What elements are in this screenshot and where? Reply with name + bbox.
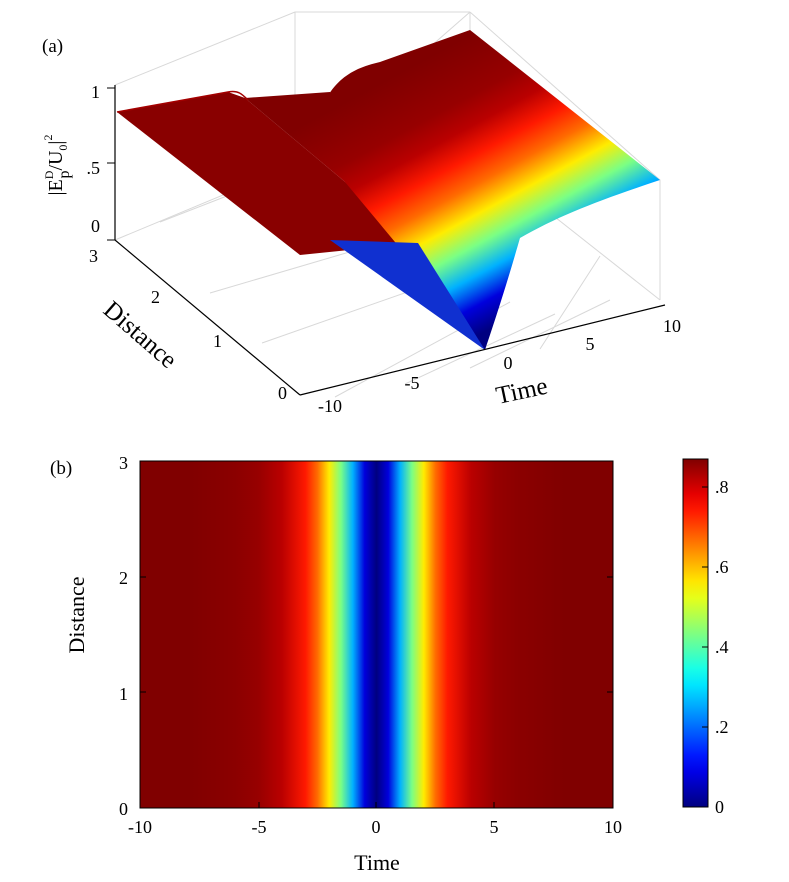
heatmap-x-tick-label: 0 [372,817,381,837]
x-tick-label: 0 [504,353,513,373]
z-ticks: 0 .5 1 [87,82,115,241]
heatmap-y-axis-label: Distance [64,577,89,654]
heatmap-x-tick-label: -5 [252,817,267,837]
x-tick-label: -10 [318,396,342,416]
z-tick-label: 0 [91,216,100,236]
z-axis-label: |EDp/U0|2 [41,135,73,196]
y-tick-label: 1 [213,331,222,351]
surface-dip [245,92,485,350]
y-tick-label: 3 [89,246,98,266]
surface-trough [330,240,485,350]
x-tick-label: 5 [586,334,595,354]
heatmap-y-tick-label: 2 [119,568,128,588]
x-tick-label: -5 [405,373,420,393]
panel-b: (b) 0 1 2 3 -10 -5 0 5 10 Time Distance [50,453,729,875]
z-tick-label: .5 [87,158,101,178]
colorbar-ticks [702,486,708,808]
y-axis-label: Distance [98,296,182,374]
heatmap-x-ticks [258,802,495,808]
panel-a-label: (a) [42,36,63,57]
heatmap-y-tick-label: 3 [119,453,128,473]
heatmap-y-tick-label: 1 [119,684,128,704]
colorbar-tick-label: .8 [715,477,729,497]
x-ticks: -10 -5 0 5 10 [318,316,681,416]
y-ticks: 3 2 1 0 [89,246,287,403]
panel-b-label: (b) [50,458,72,479]
surface-left-plateau [117,92,418,255]
surface-plot [116,30,660,350]
x-axis-label: Time [494,373,550,410]
colorbar-tick-label: 0 [715,797,724,817]
heatmap-y-ticks [140,460,613,809]
panel-a: (a) [41,11,681,416]
heatmap-y-tick-label: 0 [119,799,128,819]
heatmap-x-axis-label: Time [354,850,400,875]
z-tick-label: 1 [91,82,100,102]
heatmap-x-tick-label: 10 [604,817,622,837]
heatmap [139,460,614,809]
colorbar-tick-label: .6 [715,557,729,577]
colorbar-tick-label: .2 [715,717,729,737]
colorbar-tick-label: .4 [715,637,729,657]
y-tick-label: 0 [278,383,287,403]
surface-right-plateau [310,30,660,350]
x-tick-label: 10 [663,316,681,336]
colorbar [682,458,709,808]
heatmap-x-tick-label: 5 [490,817,499,837]
svg-text:|EDp/U0|2: |EDp/U0|2 [41,135,73,196]
heatmap-x-tick-label: -10 [128,817,152,837]
y-tick-label: 2 [151,287,160,307]
